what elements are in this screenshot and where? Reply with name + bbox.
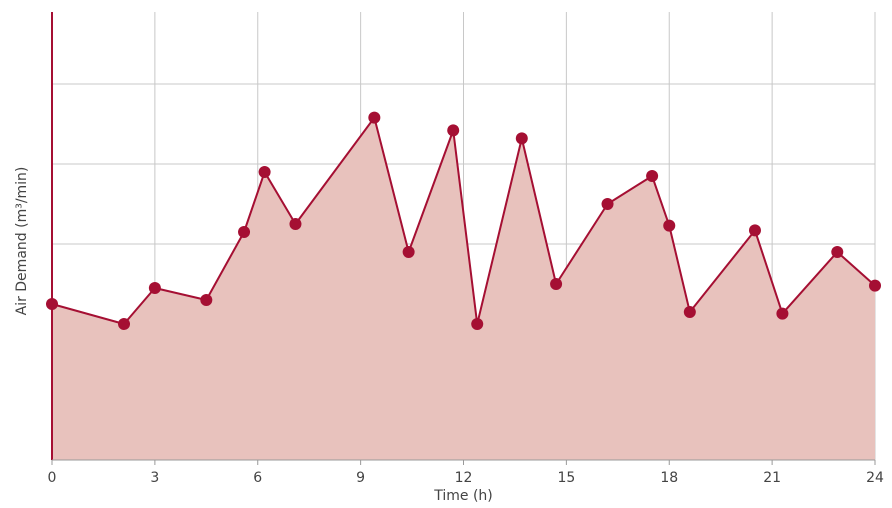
data-point: [683, 306, 696, 318]
data-point: [550, 278, 563, 290]
x-tick-label: 12: [455, 470, 473, 486]
area-fill: [52, 117, 875, 460]
data-point: [601, 198, 614, 210]
data-point: [831, 246, 844, 258]
axes-layer: [51, 12, 876, 465]
data-point: [368, 111, 381, 124]
data-point: [869, 279, 881, 292]
area-layer: [52, 117, 875, 460]
data-point: [776, 307, 789, 320]
x-tick-label: 9: [356, 470, 365, 486]
data-point: [402, 246, 415, 258]
y-axis-title: Air Demand (m³/min): [14, 167, 30, 316]
x-tick-label: 18: [660, 470, 678, 486]
data-point: [646, 170, 659, 182]
data-point: [663, 219, 676, 232]
x-tick-label: 15: [557, 470, 575, 486]
x-tick-labels: 0 3 6 9 12 15 18 21 24: [48, 470, 884, 486]
x-tick-label: 24: [866, 470, 884, 486]
data-point: [748, 224, 761, 237]
data-point: [200, 294, 213, 306]
x-tick-label: 3: [150, 470, 159, 486]
x-tick-label: 6: [253, 470, 262, 486]
x-axis-title: Time (h): [433, 488, 493, 504]
data-point: [447, 124, 460, 137]
points-layer: [46, 111, 881, 330]
data-point: [148, 282, 161, 294]
data-point: [46, 298, 58, 310]
data-point: [289, 218, 302, 230]
x-tick-label: 0: [48, 470, 57, 486]
data-point: [471, 318, 484, 330]
data-point: [258, 166, 271, 178]
data-point: [515, 132, 528, 145]
data-point: [118, 318, 131, 330]
data-point: [238, 226, 251, 238]
x-tick-label: 21: [763, 470, 781, 486]
